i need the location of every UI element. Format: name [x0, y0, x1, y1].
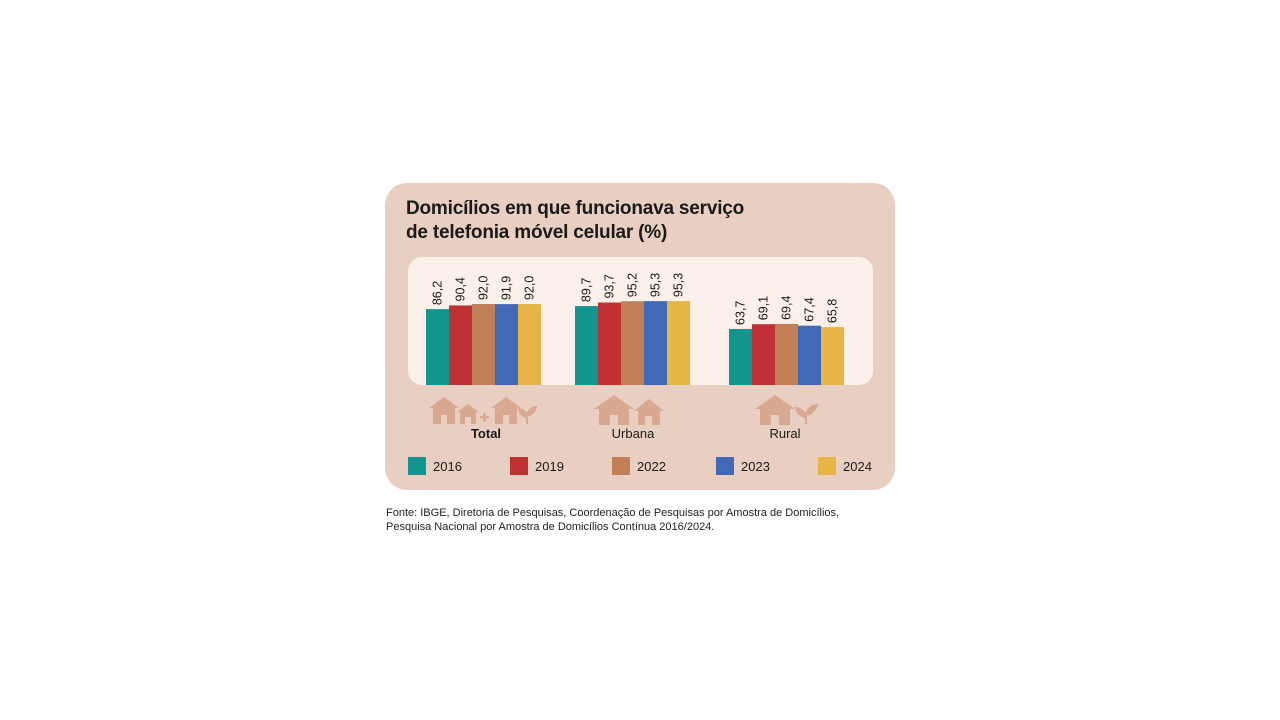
bar-total-2016 — [426, 309, 449, 385]
category-rural: Rural — [740, 395, 830, 441]
category-label-urbana: Urbana — [611, 426, 655, 441]
legend-swatch-2024 — [818, 457, 836, 475]
chart-card: Domicílios em que funcionava serviço de … — [385, 183, 895, 490]
plot-area: 86,2 90,4 92,0 91,9 92,0 89,7 93,7 95,2 95,3 95,3… — [408, 257, 873, 385]
bar-label-total-2016: 86,2 — [431, 281, 445, 305]
bar-rural-2023 — [798, 325, 821, 385]
legend-item-2019: 2019 — [510, 456, 564, 476]
legend-swatch-2023 — [716, 457, 734, 475]
bar-total-2024 — [518, 304, 541, 385]
bar-label-urbana-2019: 93,7 — [603, 274, 617, 298]
bar-rural-2016 — [729, 328, 752, 385]
bar-rural-2022 — [775, 323, 798, 385]
houses-plus-rural-icon — [429, 397, 538, 424]
category-label-total: Total — [470, 426, 502, 441]
chart-title-line-1: Domicílios em que funcionava serviço — [406, 198, 745, 219]
legend-item-2023: 2023 — [716, 456, 770, 476]
bar-label-total-2024: 92,0 — [523, 276, 537, 300]
legend-item-2016: 2016 — [408, 456, 462, 476]
bar-label-rural-2016: 63,7 — [734, 301, 748, 325]
bar-label-rural-2024: 65,8 — [826, 299, 840, 323]
source-line-1: Fonte: IBGE, Diretoria de Pesquisas, Coo… — [386, 507, 840, 519]
legend-item-2024: 2024 — [818, 456, 872, 476]
legend-label-2022: 2022 — [637, 458, 666, 474]
chart-title-line-2: de telefonia móvel celular (%) — [406, 222, 668, 243]
bar-label-total-2019: 90,4 — [454, 277, 468, 301]
category-label-rural: Rural — [769, 426, 801, 441]
bar-label-urbana-2024: 95,3 — [672, 273, 686, 297]
bar-urbana-2023 — [644, 301, 667, 385]
legend-label-2019: 2019 — [535, 458, 564, 474]
bar-urbana-2024 — [667, 301, 690, 385]
legend-item-2022: 2022 — [612, 456, 666, 476]
bar-total-2019 — [449, 305, 472, 385]
chart-title: Domicílios em que funcionava serviço de … — [406, 197, 744, 245]
bar-total-2023 — [495, 304, 518, 385]
bar-urbana-2019 — [598, 302, 621, 385]
bar-label-rural-2022: 69,4 — [780, 296, 794, 320]
bar-label-urbana-2023: 95,3 — [649, 273, 663, 297]
legend-swatch-2022 — [612, 457, 630, 475]
bar-urbana-2022 — [621, 301, 644, 385]
legend-label-2024: 2024 — [843, 458, 872, 474]
bar-rural-2024 — [821, 327, 844, 385]
bar-rural-2019 — [752, 324, 775, 385]
category-total: Total — [427, 395, 545, 441]
bar-label-rural-2019: 69,1 — [757, 296, 771, 320]
legend-label-2016: 2016 — [433, 458, 462, 474]
rural-house-icon — [755, 395, 819, 425]
category-urbana: Urbana — [588, 395, 678, 441]
source-line-2: Pesquisa Nacional por Amostra de Domicíl… — [386, 521, 715, 533]
bar-urbana-2016 — [575, 306, 598, 385]
legend-swatch-2019 — [510, 457, 528, 475]
legend-label-2023: 2023 — [741, 458, 770, 474]
bar-label-urbana-2016: 89,7 — [580, 278, 594, 302]
bars-svg: 86,2 90,4 92,0 91,9 92,0 89,7 93,7 95,2 95,3 95,3… — [426, 273, 844, 385]
bar-label-total-2023: 91,9 — [500, 276, 514, 300]
bar-label-rural-2023: 67,4 — [803, 297, 817, 321]
bar-label-total-2022: 92,0 — [477, 276, 491, 300]
legend: 2016 2019 2022 2023 2024 — [408, 456, 878, 476]
bar-label-urbana-2022: 95,2 — [626, 273, 640, 297]
legend-swatch-2016 — [408, 457, 426, 475]
urban-houses-icon — [594, 395, 664, 425]
source-note: Fonte: IBGE, Diretoria de Pesquisas, Coo… — [386, 506, 906, 534]
bar-total-2022 — [472, 304, 495, 385]
